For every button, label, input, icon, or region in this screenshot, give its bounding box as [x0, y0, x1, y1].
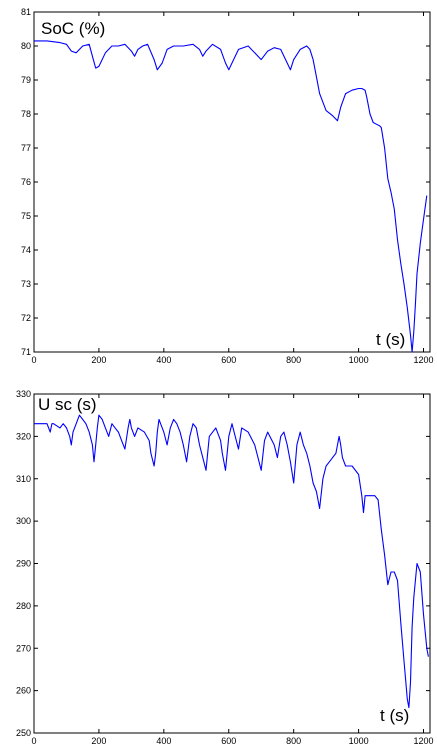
soc-x-tick-label: 600: [221, 355, 236, 365]
usc-y-tick-label: 250: [16, 728, 31, 738]
soc-chart-panel: 0 200 400 600 800 1000 1200 71 72 73 74 75 76 77 78 79…: [21, 7, 434, 365]
soc-y-tick-label: 73: [21, 279, 31, 289]
soc-series-line: [34, 40, 428, 353]
usc-x-tick-labels: 0 200 400 600 800 1000 1200: [31, 736, 433, 746]
soc-y-tick-label: 80: [21, 41, 31, 51]
usc-y-tick-label: 260: [16, 686, 31, 696]
usc-ticks: [33, 393, 430, 734]
soc-y-tick-label: 74: [21, 245, 31, 255]
soc-y-tick-label: 79: [21, 75, 31, 85]
soc-x-tick-label: 1200: [413, 355, 433, 365]
soc-y-tick-label: 76: [21, 177, 31, 187]
usc-y-tick-label: 320: [16, 431, 31, 441]
usc-plot-frame: [33, 393, 431, 734]
soc-x-tick-label: 800: [286, 355, 301, 365]
usc-y-tick-label: 270: [16, 643, 31, 653]
soc-y-tick-label: 72: [21, 313, 31, 323]
soc-axis-label: SoC (%): [41, 19, 105, 38]
usc-x-tick-label: 400: [156, 736, 171, 746]
soc-y-tick-label: 78: [21, 109, 31, 119]
usc-x-tick-label: 600: [221, 736, 236, 746]
usc-y-tick-label: 290: [16, 559, 31, 569]
soc-y-tick-labels: 71 72 73 74 75 76 77 78 79 80 81: [21, 7, 31, 357]
usc-y-tick-label: 280: [16, 601, 31, 611]
soc-y-tick-label: 71: [21, 347, 31, 357]
soc-x-tick-label: 200: [91, 355, 106, 365]
soc-y-tick-label: 77: [21, 143, 31, 153]
usc-chart-panel: 0 200 400 600 800 1000 1200 250 260 270 280 290 300…: [16, 389, 434, 746]
usc-x-tick-label: 1000: [349, 736, 369, 746]
soc-x-tick-label: 1000: [349, 355, 369, 365]
soc-y-tick-label: 75: [21, 211, 31, 221]
usc-series-line: [34, 414, 429, 709]
usc-x-tick-label: 800: [286, 736, 301, 746]
usc-x-axis-label: t (s): [380, 706, 409, 725]
soc-ticks: [33, 11, 430, 353]
usc-y-tick-label: 300: [16, 516, 31, 526]
usc-y-tick-label: 330: [16, 389, 31, 399]
soc-x-tick-label: 400: [156, 355, 171, 365]
usc-y-tick-labels: 250 260 270 280 290 300 310 320 330: [16, 389, 31, 738]
usc-y-tick-label: 310: [16, 474, 31, 484]
soc-y-tick-label: 81: [21, 7, 31, 17]
usc-x-tick-label: 0: [31, 736, 36, 746]
usc-x-tick-label: 200: [91, 736, 106, 746]
usc-x-tick-label: 1200: [413, 736, 433, 746]
soc-x-tick-labels: 0 200 400 600 800 1000 1200: [31, 355, 433, 365]
soc-x-axis-label: t (s): [376, 330, 405, 349]
usc-axis-label: U sc (s): [38, 395, 97, 414]
soc-x-tick-label: 0: [31, 355, 36, 365]
